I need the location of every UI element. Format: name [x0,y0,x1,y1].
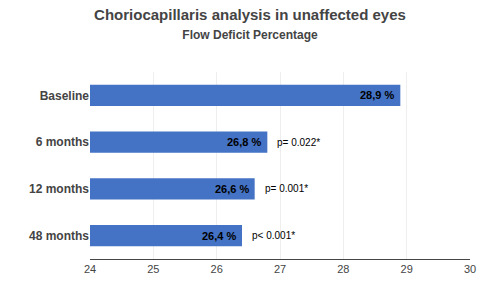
svg-text:24: 24 [84,263,96,275]
svg-text:28: 28 [337,263,349,275]
svg-text:48 months: 48 months [29,229,89,243]
svg-text:30: 30 [464,263,476,275]
svg-text:27: 27 [274,263,286,275]
svg-text:12 months: 12 months [29,182,89,196]
svg-text:25: 25 [147,263,159,275]
svg-text:p= 0.001*: p= 0.001* [265,183,308,194]
svg-text:6 months: 6 months [36,135,90,149]
svg-text:26,4 %: 26,4 % [202,230,236,242]
svg-text:p< 0.001*: p< 0.001* [252,230,295,241]
svg-text:28,9 %: 28,9 % [360,89,394,101]
svg-text:p= 0.022*: p= 0.022* [277,137,320,148]
svg-text:29: 29 [401,263,413,275]
svg-text:Baseline: Baseline [40,89,90,103]
svg-text:26,6 %: 26,6 % [215,183,249,195]
svg-text:26: 26 [211,263,223,275]
svg-text:Choriocapillaris analysis in u: Choriocapillaris analysis in unaffected … [94,6,406,43]
svg-text:26,8 %: 26,8 % [227,136,261,148]
